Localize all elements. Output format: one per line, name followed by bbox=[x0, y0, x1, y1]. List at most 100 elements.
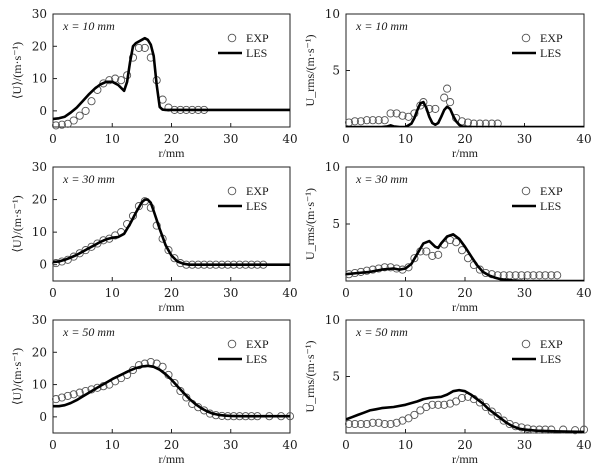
x-tick-label: 10 bbox=[105, 286, 120, 300]
legend-exp-label: EXP bbox=[540, 31, 563, 45]
exp-point bbox=[105, 76, 114, 85]
exp-point bbox=[176, 386, 185, 396]
legend-les-label: LES bbox=[246, 46, 267, 60]
y-tick-label: 5 bbox=[332, 217, 340, 231]
legend-exp-marker bbox=[227, 33, 237, 43]
exp-point bbox=[362, 116, 371, 125]
exp-point bbox=[487, 407, 496, 416]
x-tick-label: 10 bbox=[398, 132, 413, 146]
y-axis-label: ⟨U⟩/(m·s⁻¹) bbox=[10, 348, 24, 405]
exp-point bbox=[356, 117, 365, 126]
x-tick-label: 30 bbox=[517, 438, 532, 452]
x-tick-label: 0 bbox=[49, 438, 57, 452]
x-axis-label: r/mm bbox=[452, 300, 479, 314]
subplot-top-left: 0 10 20 30 40 0 10 20 30 r/mm ⟨U⟩/(m·s⁻¹) x = 10 mm… bbox=[10, 7, 298, 160]
legend-les-label: LES bbox=[540, 46, 561, 60]
exp-point bbox=[523, 271, 532, 280]
exp-point bbox=[164, 246, 173, 255]
exp-point bbox=[51, 121, 61, 130]
x-tick-label: 20 bbox=[164, 132, 179, 146]
exp-point bbox=[87, 97, 96, 106]
exp-point bbox=[493, 412, 502, 421]
exp-point bbox=[117, 76, 126, 85]
exp-point bbox=[57, 393, 66, 402]
legend-les-label: LES bbox=[246, 199, 267, 213]
x-tick-label: 0 bbox=[342, 132, 350, 146]
x-tick-label: 20 bbox=[457, 286, 472, 300]
exp-point bbox=[75, 111, 84, 120]
y-tick-label: 10 bbox=[325, 313, 340, 327]
x-tick-label: 20 bbox=[457, 132, 472, 146]
y-tick-label: 0 bbox=[39, 410, 47, 424]
exp-point bbox=[134, 43, 143, 52]
legend-exp-label: EXP bbox=[246, 31, 269, 45]
subplot-middle-left: 0 10 20 30 40 0 10 20 30 r/mm ⟨U⟩/(m·s⁻¹) x = 30 mm… bbox=[10, 160, 298, 314]
exp-point bbox=[374, 418, 383, 427]
exp-point bbox=[140, 43, 149, 52]
y-axis-label: ⟨U⟩/(m·s⁻¹) bbox=[10, 42, 24, 99]
position-annotation: x = 10 mm bbox=[355, 19, 408, 33]
y-tick-label: 10 bbox=[32, 72, 47, 86]
exp-point bbox=[392, 418, 401, 427]
exp-point bbox=[368, 418, 377, 427]
les-line bbox=[346, 233, 584, 281]
exp-point bbox=[487, 119, 496, 128]
exp-point bbox=[517, 271, 526, 280]
x-tick-label: 20 bbox=[164, 286, 179, 300]
exp-point bbox=[63, 391, 72, 400]
x-tick-label: 40 bbox=[282, 132, 297, 146]
position-annotation: x = 30 mm bbox=[355, 172, 408, 186]
exp-point bbox=[410, 410, 419, 419]
y-tick-label: 0 bbox=[39, 104, 47, 118]
x-tick-label: 20 bbox=[164, 438, 179, 452]
exp-point bbox=[481, 268, 490, 278]
y-axis-label: U_rms/(m·s⁻¹) bbox=[303, 341, 317, 413]
les-line bbox=[346, 100, 584, 127]
exp-point bbox=[499, 416, 508, 425]
exp-point bbox=[493, 119, 502, 128]
y-tick-label: 20 bbox=[32, 345, 47, 359]
exp-point bbox=[469, 119, 478, 128]
x-tick-label: 40 bbox=[282, 286, 297, 300]
exp-point bbox=[446, 98, 455, 107]
x-tick-label: 40 bbox=[576, 132, 591, 146]
x-tick-label: 10 bbox=[398, 438, 413, 452]
exp-point bbox=[547, 425, 556, 434]
exp-point bbox=[571, 426, 580, 435]
exp-point bbox=[440, 93, 449, 102]
legend-exp-label: EXP bbox=[246, 184, 269, 198]
les-line bbox=[53, 36, 290, 121]
exp-point bbox=[457, 393, 467, 403]
position-annotation: x = 10 mm bbox=[62, 19, 115, 33]
exp-point bbox=[380, 263, 389, 272]
exp-point bbox=[356, 419, 365, 429]
exp-point bbox=[374, 116, 383, 125]
x-tick-label: 40 bbox=[576, 438, 591, 452]
y-axis-label: U_rms/(m·s⁻¹) bbox=[303, 35, 317, 107]
exp-point bbox=[93, 383, 102, 392]
x-tick-label: 10 bbox=[105, 132, 120, 146]
exp-point bbox=[452, 238, 461, 247]
exp-point bbox=[350, 419, 359, 429]
y-tick-label: 30 bbox=[32, 313, 47, 327]
exp-point bbox=[547, 271, 556, 280]
y-axis-label: U_rms/(m·s⁻¹) bbox=[303, 188, 317, 260]
x-tick-label: 30 bbox=[517, 286, 532, 300]
position-annotation: x = 30 mm bbox=[62, 172, 115, 186]
x-tick-label: 40 bbox=[282, 438, 297, 452]
x-tick-label: 0 bbox=[342, 286, 350, 300]
exp-point bbox=[69, 390, 78, 399]
subplot-bottom-left: 0 10 20 30 40 0 10 20 30 r/mm ⟨U⟩/(m·s⁻¹) x = 50 mm… bbox=[10, 313, 298, 466]
position-annotation: x = 50 mm bbox=[355, 325, 408, 339]
exp-point bbox=[535, 271, 544, 280]
exp-point bbox=[344, 419, 354, 429]
exp-point bbox=[475, 265, 484, 274]
exp-point bbox=[51, 259, 61, 268]
position-annotation: x = 50 mm bbox=[62, 325, 115, 339]
y-tick-label: 0 bbox=[39, 258, 47, 272]
x-tick-label: 30 bbox=[223, 286, 238, 300]
exp-point bbox=[446, 399, 455, 408]
y-tick-label: 30 bbox=[32, 7, 47, 21]
legend-exp-marker bbox=[521, 339, 531, 349]
